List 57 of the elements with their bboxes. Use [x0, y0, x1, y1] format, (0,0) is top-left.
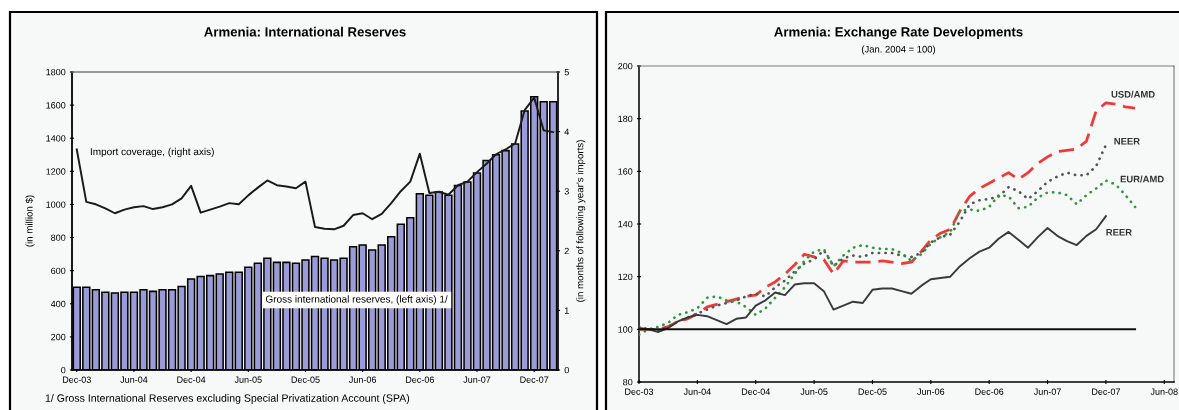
y2-tick-label: 1 — [564, 307, 569, 314]
x-tick-label: Jun-06 — [917, 388, 945, 395]
series-label: EUR/AMD — [1120, 175, 1164, 183]
x-tick-label: Dec-06 — [975, 388, 1004, 395]
y-tick-label: 180 — [618, 115, 633, 123]
chart-title: Armenia: Exchange Rate Developments — [774, 26, 1023, 40]
y-tick-label: 0 — [61, 366, 66, 374]
y-axis-title: (in million $) — [25, 195, 35, 247]
y2-tick-label: 4 — [564, 128, 570, 135]
y-tick-label: 100 — [618, 326, 633, 333]
x-tick-label: Jun-05 — [234, 376, 262, 383]
y2-tick-label: 2 — [564, 247, 569, 255]
line-series — [639, 143, 1108, 332]
line-series — [75, 96, 555, 231]
x-tick-label: Jun-06 — [348, 376, 377, 383]
x-tick-label: Dec-03 — [625, 388, 654, 395]
x-tick-label: Dec-05 — [858, 388, 887, 395]
x-tick-label: Jun-08 — [1150, 388, 1178, 395]
x-tick-label: Jun-07 — [1033, 388, 1061, 395]
y-tick-label: 1600 — [46, 102, 66, 109]
x-tick-label: Jun-04 — [120, 376, 148, 383]
y-tick-label: 200 — [618, 62, 633, 70]
y-tick-label: 140 — [618, 220, 633, 228]
y-tick-label: 400 — [50, 300, 66, 308]
text: 1/ Gross International Reserves excluding Special Privatization Account (SPA) — [45, 394, 410, 404]
x-tick-label: Dec-07 — [1092, 388, 1121, 395]
line-series — [639, 215, 1107, 333]
y-tick-label: 200 — [51, 333, 66, 341]
y-tick-label: 1400 — [46, 135, 66, 142]
x-tick-label: Dec-04 — [177, 376, 206, 383]
y-tick-label: 120 — [618, 273, 633, 281]
series-label: USD/AMD — [1111, 90, 1155, 98]
y-tick-label: 160 — [618, 168, 633, 175]
series-label: REER — [1106, 229, 1132, 236]
y-tick-label: 80 — [623, 378, 633, 386]
series-label: Gross international reserves, (left axis) 1/ — [265, 295, 448, 305]
y2-tick-label: 0 — [564, 366, 569, 374]
x-tick-label: Jun-04 — [683, 388, 711, 395]
series-label: NEER — [1114, 137, 1140, 145]
chart-subtitle: (Jan. 2004 = 100) — [861, 45, 936, 55]
chart-title: Armenia: International Reserves — [204, 26, 406, 37]
series-label: Import coverage, (right axis) — [90, 147, 214, 158]
x-tick-label: Jun-07 — [463, 376, 491, 383]
x-tick-label: Dec-05 — [291, 376, 320, 383]
y-tick-label: 1200 — [46, 168, 66, 175]
y-tick-label: 600 — [51, 267, 66, 275]
y2-axis-title: (in months of following year's imports) — [576, 140, 586, 302]
y2-tick-label: 5 — [564, 69, 569, 76]
y-tick-label: 1000 — [46, 201, 66, 208]
x-tick-label: Jun-05 — [800, 388, 828, 395]
x-tick-label: Dec-07 — [520, 376, 549, 383]
x-tick-label: Dec-06 — [406, 376, 434, 383]
y2-tick-label: 3 — [564, 188, 569, 195]
y-tick-label: 1800 — [46, 68, 66, 76]
y-tick-label: 800 — [51, 234, 66, 241]
x-tick-label: Dec-04 — [741, 388, 771, 395]
x-tick-label: Dec-03 — [62, 376, 91, 383]
